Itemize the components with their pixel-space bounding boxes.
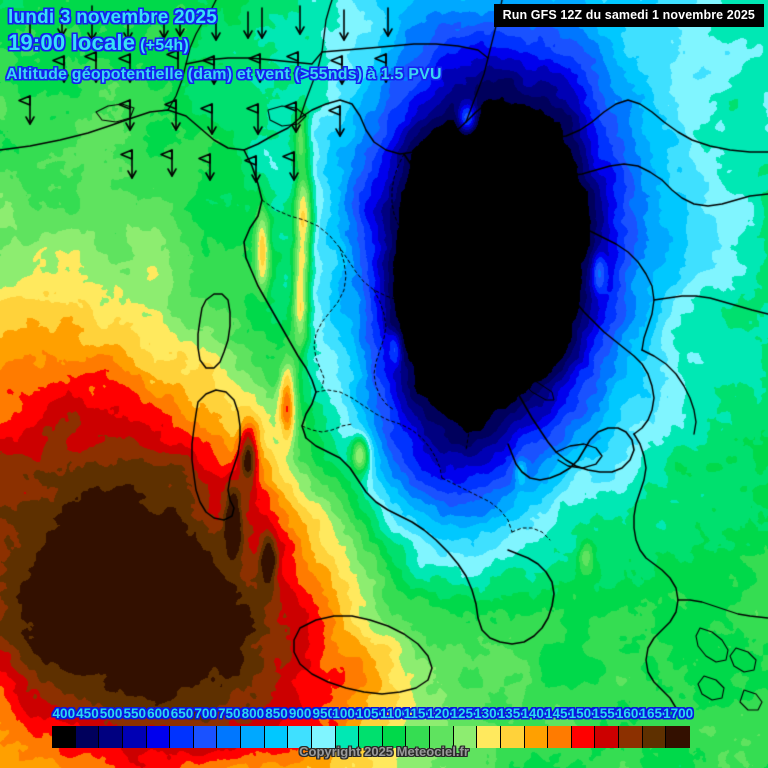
colorbar-tick-label: 1650 [639,706,670,721]
forecast-time-label: 19:00 locale (+54h) [8,30,189,56]
colorbar-tick-label: 1250 [450,706,481,721]
colorbar-swatch [193,726,218,748]
colorbar-swatch [595,726,619,748]
colorbar-swatch [241,726,265,748]
colorbar-tick-label: 400 [52,706,76,721]
colorbar-tick-label: 1700 [663,706,694,721]
colorbar-tick-label: 900 [288,706,312,721]
colorbar-swatch [619,726,643,748]
colorbar-tick-label: 1550 [592,706,623,721]
colorbar-swatch [571,726,596,748]
colorbar-tick-label: 1600 [615,706,646,721]
colorbar-swatch [382,726,407,748]
colorbar-tick-labels: 400 450 500 550 600 650 700 750 800 850 900 950 1000… [0,706,768,726]
colorbar-swatch [52,726,76,748]
colorbar-tick-label: 550 [123,706,146,721]
colorbar-swatch [524,726,549,748]
colorbar-swatch [146,726,171,748]
copyright-label: Copyright 2025 Meteociel.fr [299,744,469,759]
colorbar-tick-label: 800 [241,706,265,721]
colorbar-tick-label: 600 [147,706,170,721]
colorbar-swatch [666,726,690,748]
colorbar-tick-label: 650 [170,706,194,721]
colorbar-swatch [217,726,241,748]
colorbar-swatch [122,726,147,748]
colorbar-swatch [75,726,100,748]
colorbar-legend: 400 450 500 550 600 650 700 750 800 850 900 950 1000… [0,706,768,768]
colorbar-tick-label: 700 [194,706,217,721]
colorbar-tick-label: 1400 [521,706,552,721]
colorbar-tick-label: 1050 [355,706,387,721]
colorbar-swatch [406,726,430,748]
colorbar-tick-label: 1300 [474,706,505,721]
colorbar-tick-label: 1500 [568,706,599,721]
colorbar-swatch [642,726,667,748]
colorbar-tick-label: 500 [99,706,123,721]
colorbar-tick-label: 1350 [497,706,528,721]
colorbar-swatch [311,726,336,748]
forecast-hour-offset: (+54h) [140,37,189,54]
colorbar-swatch [288,726,312,748]
colorbar-swatch [500,726,525,748]
colorbar-swatch [170,726,194,748]
colorbar-tick-label: 1200 [426,706,457,721]
colorbar-tick-label: 1000 [332,706,363,721]
colorbar-swatch [477,726,501,748]
colorbar-tick-label: 750 [217,706,241,721]
model-run-badge: Run GFS 12Z du samedi 1 novembre 2025 [493,4,764,27]
forecast-time-value: 19:00 locale [8,30,136,55]
colorbar-swatches [52,726,690,748]
colorbar-tick-label: 1150 [403,706,433,721]
colorbar-swatch [359,726,383,748]
colorbar-swatch [430,726,454,748]
colorbar-swatch [548,726,572,748]
colorbar-tick-label: 950 [312,706,335,721]
colorbar-swatch [453,726,478,748]
colorbar-tick-label: 450 [76,706,99,721]
colorbar-swatch [335,726,360,748]
parameter-label: Altitude géopotentielle (dam) et vent (>… [6,66,442,83]
colorbar-tick-label: 1450 [545,706,576,721]
colorbar-tick-label: 1100 [379,706,410,721]
forecast-date-label: lundi 3 novembre 2025 [8,7,218,28]
colorbar-swatch [264,726,289,748]
colorbar-swatch [99,726,123,748]
colorbar-tick-label: 850 [265,706,288,721]
